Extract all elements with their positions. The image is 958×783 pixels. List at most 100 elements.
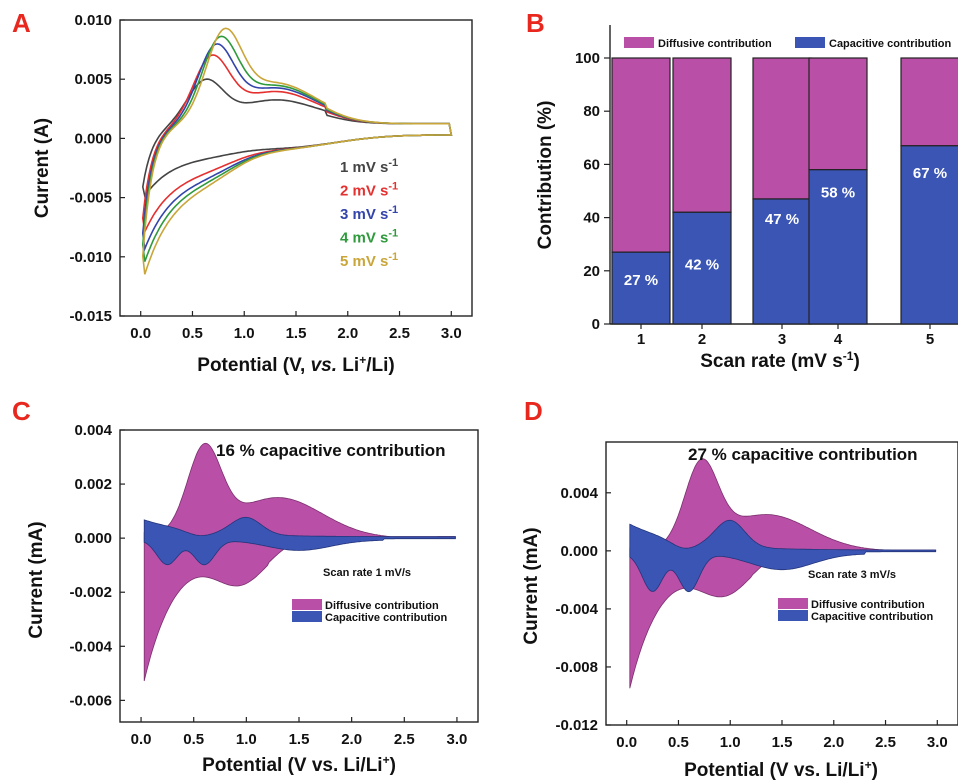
y-tick-label: 0	[592, 316, 600, 333]
cv-curve	[141, 43, 453, 252]
panel-a: A 0.0 0.5 1.0 1.5 2.0 2.5 3.0 0.010 0.005 0.000 -…	[12, 8, 473, 376]
x-tick-label: 2.5	[875, 734, 896, 751]
y-axis-title: Contribution (%)	[535, 101, 556, 250]
legend-label-capacitive: Capacitive contribution	[325, 612, 448, 624]
y-tick-label: 100	[575, 50, 600, 67]
x-tick-label: 1	[637, 331, 645, 348]
x-tick-label: 4	[834, 331, 843, 348]
bar-value-label: 42 %	[685, 256, 719, 273]
legend-entry: 5 mV s-1	[340, 251, 398, 270]
y-tick-label: -0.008	[555, 659, 598, 676]
x-axis-title: Potential (V vs. Li/Li+)	[684, 758, 878, 781]
y-tick-label: -0.005	[69, 190, 112, 207]
y-tick-labels: 0.004 0.002 0.000 -0.002 -0.004 -0.006	[69, 422, 125, 709]
x-tick-label: 1.5	[286, 325, 307, 342]
x-axis-title: Potential (V, vs. Li+/Li)	[197, 353, 394, 376]
diffusive-area	[143, 442, 456, 682]
x-tick-label: 2.0	[823, 734, 844, 751]
x-tick-label: 2.5	[394, 731, 415, 748]
bar-value-label: 27 %	[624, 272, 658, 289]
y-tick-label: -0.004	[555, 601, 598, 618]
legend: 1 mV s-1 2 mV s-1 3 mV s-1 4 mV s-1 5 mV s-1	[340, 157, 398, 270]
panel-c: C 0.0 0.5 1.0 1.5 2.0 2.5 3.0 0.004 0.002 0.000 -…	[12, 396, 479, 776]
legend-entry: 1 mV s-1	[340, 157, 398, 176]
y-tick-label: 0.000	[74, 530, 112, 547]
y-tick-label: 0.004	[74, 422, 112, 439]
contribution-areas	[629, 458, 937, 689]
scan-rate-note: Scan rate 3 mV/s	[808, 569, 896, 581]
bars: 27 % 42 % 47 % 58 % 67 %	[611, 57, 958, 325]
x-tick-label: 2.0	[341, 731, 362, 748]
y-tick-label: -0.010	[69, 249, 112, 266]
y-tick-label: -0.006	[69, 692, 112, 709]
x-tick-label: 3.0	[447, 731, 468, 748]
x-tick-label: 0.5	[183, 731, 204, 748]
x-tick-label: 1.0	[720, 734, 741, 751]
panel-d: D 0.0 0.5 1.0 1.5 2.0 2.5 3.0 0.004 0.000 -0.004…	[521, 396, 958, 781]
bar-capacitive	[611, 251, 671, 325]
panel-label-d: D	[524, 396, 543, 426]
scan-rate-note: Scan rate 1 mV/s	[323, 567, 411, 579]
x-tick-label: 2.5	[389, 325, 410, 342]
capacitive-percent-annotation: 16 % capacitive contribution	[216, 441, 446, 460]
y-tick-label: 0.002	[74, 476, 112, 493]
y-axis-title: Current (A)	[32, 118, 53, 218]
legend-label-diffusive: Diffusive contribution	[811, 599, 925, 611]
y-tick-labels: 0.004 0.000 -0.004 -0.008 -0.012	[555, 485, 611, 734]
x-tick-labels: 0.0 0.5 1.0 1.5 2.0 2.5 3.0	[130, 311, 462, 342]
y-tick-label: -0.004	[69, 638, 112, 655]
y-axis-title: Current (mA)	[521, 527, 542, 644]
x-tick-labels: 0.0 0.5 1.0 1.5 2.0 2.5 3.0	[131, 717, 468, 748]
x-tick-label: 1.5	[289, 731, 310, 748]
legend-swatch-capacitive	[795, 37, 825, 48]
y-tick-label: 0.000	[560, 543, 598, 560]
cv-curve	[141, 54, 453, 235]
x-tick-label: 3.0	[927, 734, 948, 751]
legend-swatch-diffusive	[624, 37, 654, 48]
legend-label-diffusive: Diffusive contribution	[658, 38, 772, 50]
legend-entry: 2 mV s-1	[340, 181, 398, 200]
panel-label-a: A	[12, 8, 31, 38]
panel-b: B 27 % 42 % 47 % 58 % 67 % 1 2 3 4 5 0 20 40 60 80 10…	[526, 8, 958, 372]
x-tick-label: 1.0	[236, 731, 257, 748]
y-tick-label: 0.010	[74, 12, 112, 29]
y-tick-label: 0.005	[74, 71, 112, 88]
legend-swatch-capacitive	[778, 610, 808, 621]
x-tick-label: 0.0	[616, 734, 637, 751]
y-tick-labels: 0.010 0.005 0.000 -0.005 -0.010 -0.015	[69, 12, 125, 325]
bar-diffusive	[900, 57, 958, 147]
bar-value-label: 58 %	[821, 185, 855, 202]
legend-label-capacitive: Capacitive contribution	[811, 611, 934, 623]
legend-swatch-diffusive	[778, 598, 808, 609]
x-tick-label: 1.0	[234, 325, 255, 342]
x-axis-title: Potential (V vs. Li/Li+)	[202, 753, 396, 776]
legend-label-capacitive: Capacitive contribution	[829, 38, 952, 50]
legend-swatch-diffusive	[292, 599, 322, 610]
x-tick-label: 0.5	[668, 734, 689, 751]
y-tick-label: 20	[583, 263, 600, 280]
capacitive-area	[143, 516, 456, 566]
x-tick-label: 3.0	[441, 325, 462, 342]
bar-diffusive	[808, 57, 868, 171]
capacitive-percent-annotation: 27 % capacitive contribution	[688, 445, 918, 464]
legend-entry: 4 mV s-1	[340, 228, 398, 247]
cv-curves	[141, 27, 453, 275]
cv-curve	[141, 27, 453, 275]
bar-capacitive	[672, 211, 732, 325]
plot-frame-a	[119, 19, 473, 317]
panel-label-b: B	[526, 8, 545, 38]
y-tick-label: 40	[583, 210, 600, 227]
y-tick-label: 80	[583, 103, 600, 120]
legend-entry: 3 mV s-1	[340, 204, 398, 223]
x-tick-label: 0.0	[130, 325, 151, 342]
y-tick-label: 0.000	[74, 130, 112, 147]
y-tick-labels: 0 20 40 60 80 100	[575, 50, 610, 333]
y-tick-label: -0.002	[69, 584, 112, 601]
x-tick-label: 2	[698, 331, 706, 348]
legend-swatch-capacitive	[292, 611, 322, 622]
x-tick-labels: 1 2 3 4 5	[637, 324, 934, 348]
x-tick-label: 0.0	[131, 731, 152, 748]
x-tick-label: 1.5	[772, 734, 793, 751]
x-tick-labels: 0.0 0.5 1.0 1.5 2.0 2.5 3.0	[616, 720, 948, 751]
